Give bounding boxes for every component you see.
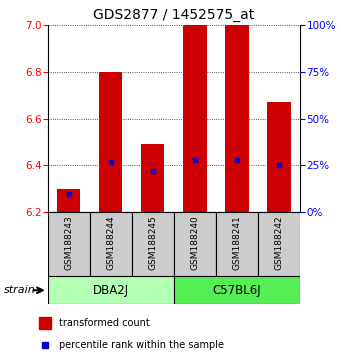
Bar <box>48 212 90 276</box>
Bar <box>57 189 80 212</box>
Bar <box>216 212 258 276</box>
Bar <box>99 72 122 212</box>
Text: DBA2J: DBA2J <box>93 284 129 297</box>
Bar <box>90 212 132 276</box>
Bar <box>174 212 216 276</box>
Text: GSM188240: GSM188240 <box>190 216 199 270</box>
Text: C57BL6J: C57BL6J <box>213 284 261 297</box>
Text: strain: strain <box>3 285 35 295</box>
Bar <box>132 212 174 276</box>
Text: GSM188245: GSM188245 <box>148 216 158 270</box>
Bar <box>258 212 300 276</box>
Bar <box>48 276 174 304</box>
Bar <box>141 144 164 212</box>
Text: GSM188241: GSM188241 <box>233 216 241 270</box>
Bar <box>183 25 207 212</box>
Text: GSM188244: GSM188244 <box>106 216 115 270</box>
Text: GSM188242: GSM188242 <box>275 216 284 270</box>
Text: transformed count: transformed count <box>59 318 150 327</box>
Bar <box>267 102 291 212</box>
Text: GSM188243: GSM188243 <box>64 216 73 270</box>
Bar <box>174 276 300 304</box>
Text: percentile rank within the sample: percentile rank within the sample <box>59 339 224 350</box>
Bar <box>39 316 51 329</box>
Bar <box>225 25 249 212</box>
Title: GDS2877 / 1452575_at: GDS2877 / 1452575_at <box>93 8 254 22</box>
